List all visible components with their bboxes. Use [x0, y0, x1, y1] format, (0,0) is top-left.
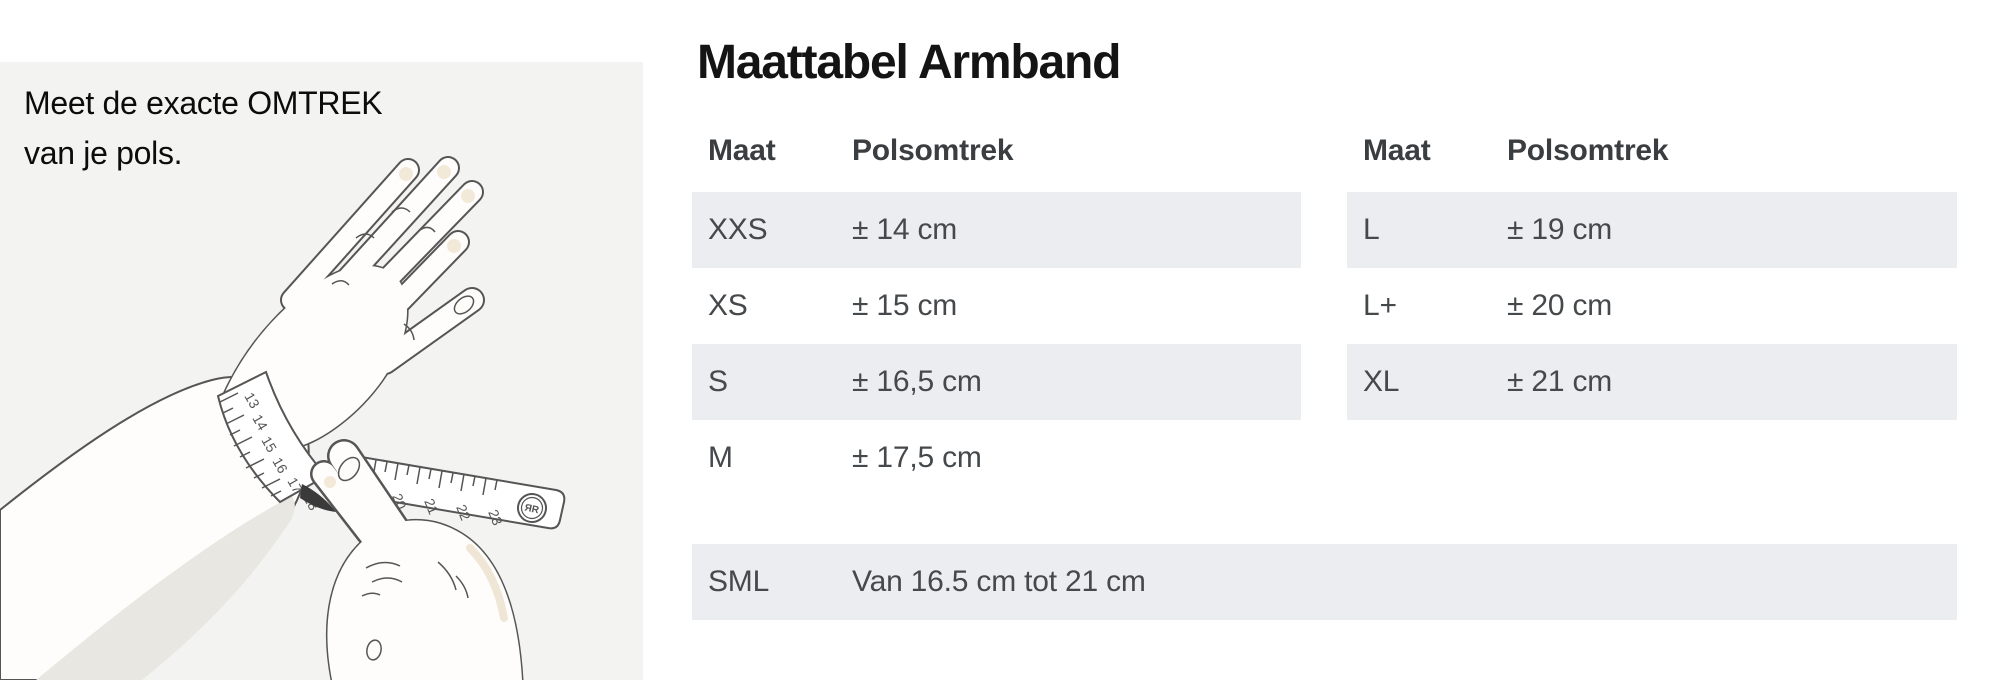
table-row: L+ ± 20 cm [1347, 268, 1957, 344]
tape-measure-strip: 19 20 21 22 23 ЯR [322, 450, 566, 530]
circumference-value: Van 16.5 cm tot 21 cm [852, 565, 1146, 598]
size-label: SML [708, 565, 770, 598]
table-row: S ± 16,5 cm [692, 344, 1301, 420]
column-header-circumference: Polsomtrek [1507, 134, 1669, 167]
tape-number: 21 [421, 496, 442, 517]
size-table-left-column: Maat Polsomtrek XXS ± 14 cm XS ± 15 cm S… [692, 110, 1301, 496]
circumference-value: ± 14 cm [852, 213, 958, 246]
table-row: XXS ± 14 cm [692, 192, 1301, 268]
size-label: XXS [708, 213, 768, 246]
tape-number: 13 [241, 390, 263, 412]
tape-number: 15 [258, 434, 280, 456]
size-label: XL [1363, 365, 1400, 398]
column-header-size: Maat [708, 134, 776, 167]
upper-hand-details [331, 165, 475, 341]
table-row: L ± 19 cm [1347, 192, 1957, 268]
circumference-value: ± 19 cm [1507, 213, 1613, 246]
page-title: Maattabel Armband [697, 36, 1121, 90]
instruction-line-1: Meet de exacte OMTREK [24, 85, 383, 121]
table-header-row: Maat Polsomtrek [1347, 110, 1957, 192]
pinching-hand-details [324, 456, 508, 661]
circumference-value: ± 16,5 cm [852, 365, 982, 398]
circumference-value: ± 20 cm [1507, 289, 1613, 322]
arm-shadow [36, 496, 295, 680]
table-header-row: Maat Polsomtrek [692, 110, 1301, 192]
size-table: Maat Polsomtrek XXS ± 14 cm XS ± 15 cm S… [692, 110, 1957, 622]
circumference-value: ± 15 cm [852, 289, 958, 322]
tape-number: 14 [249, 412, 271, 434]
table-row: XL ± 21 cm [1347, 344, 1957, 420]
circumference-value: ± 21 cm [1507, 365, 1613, 398]
measure-instruction-text: Meet de exacte OMTREK van je pols. [24, 78, 383, 178]
wrist-measuring-illustration: 13 14 15 16 17 18 [0, 156, 566, 680]
tape-measure-wrap: 13 14 15 16 17 18 [216, 370, 328, 513]
column-header-circumference: Polsomtrek [852, 134, 1014, 167]
tape-number: 17 [284, 475, 306, 497]
table-row: XS ± 15 cm [692, 268, 1301, 344]
size-table-right-column: Maat Polsomtrek L ± 19 cm L+ ± 20 cm XL … [1347, 110, 1957, 420]
tape-number: 22 [453, 502, 474, 523]
tape-brand-logo: ЯR [517, 493, 547, 523]
pinching-hand-fill [312, 441, 522, 680]
instruction-line-2: van je pols. [24, 135, 183, 171]
size-label: L [1363, 213, 1380, 246]
table-row-combined-sml: SML Van 16.5 cm tot 21 cm [692, 544, 1957, 620]
size-label: S [708, 365, 728, 398]
size-label: XS [708, 289, 748, 322]
tape-number: 23 [485, 507, 506, 528]
table-row: M ± 17,5 cm [692, 420, 1301, 496]
size-label: M [708, 441, 733, 474]
measure-instruction-panel: 13 14 15 16 17 18 [0, 62, 643, 680]
circumference-value: ± 17,5 cm [852, 441, 982, 474]
tape-number: 16 [269, 455, 291, 477]
column-header-size: Maat [1363, 134, 1431, 167]
size-label: L+ [1363, 289, 1397, 322]
pinch-shadow [300, 484, 336, 512]
svg-text:ЯR: ЯR [523, 503, 540, 517]
